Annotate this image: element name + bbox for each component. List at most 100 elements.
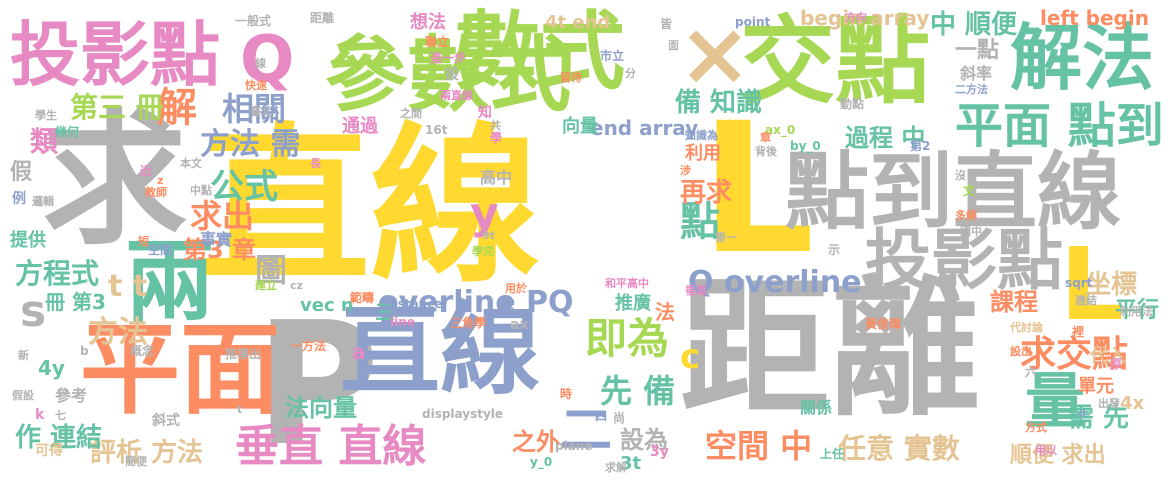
word-yidian: 一點 bbox=[955, 38, 1000, 63]
word-duan: 短 bbox=[138, 235, 149, 248]
word-erfangfa: 二方法 bbox=[955, 83, 988, 96]
word-gong: 共 bbox=[490, 119, 501, 132]
word-xianbei: 先 備 bbox=[600, 372, 676, 410]
word-liyong: 利用 bbox=[685, 143, 721, 164]
word-zhang: 章 bbox=[760, 131, 771, 144]
word-liangzhixian: 兩直線 bbox=[440, 89, 473, 102]
word-diyi: 第一 bbox=[715, 231, 737, 244]
word-guanxi: 關係 bbox=[800, 398, 833, 417]
word-guozhong: 國中 bbox=[960, 225, 982, 238]
word-jia: 假 bbox=[10, 160, 33, 185]
word-liyongfa: 利用法 bbox=[1120, 305, 1153, 318]
word-point: point bbox=[735, 15, 771, 29]
word-xuesheng: 學生 bbox=[35, 109, 57, 122]
word-overline-pq: overline PQ bbox=[378, 285, 574, 320]
word-p: P bbox=[255, 286, 380, 482]
word-xue: 學 bbox=[490, 131, 503, 145]
word-k: k bbox=[35, 407, 45, 423]
word-jin: 近 bbox=[140, 164, 153, 178]
word-jiashe: 假設 bbox=[12, 389, 34, 402]
word-jiefa: 解法 bbox=[1010, 16, 1155, 100]
word-xielv: 斜率 bbox=[960, 64, 993, 83]
word-x0: x_0 bbox=[258, 253, 279, 266]
word-beizhishi: 備 知識 bbox=[675, 88, 763, 118]
word-hepinggaozhong: 和平高中 bbox=[605, 277, 649, 290]
word-xu-xian: 需 先 bbox=[1068, 403, 1130, 433]
word-juli: 距離 bbox=[680, 263, 981, 437]
word-l-small: L bbox=[1060, 226, 1124, 343]
word-kongjianzhong: 空間 中 bbox=[705, 427, 813, 465]
word-gaozhong: 高中 bbox=[480, 168, 513, 187]
word-t: t bbox=[237, 403, 243, 416]
word-duojie: 多解 bbox=[955, 209, 977, 222]
word-gongshi: 公式 bbox=[210, 167, 278, 207]
word-qi: 七 bbox=[55, 409, 66, 422]
word-danyuan: 單元 bbox=[1078, 376, 1114, 397]
word-li: 例 bbox=[12, 191, 26, 207]
word-left-begin: left begin bbox=[1040, 6, 1149, 30]
word-qiujiaodian: 求交點 bbox=[1020, 334, 1129, 375]
word-guocheng-zhong: 過程 中 bbox=[845, 124, 926, 152]
word-chang: 長 bbox=[310, 157, 321, 170]
word-benwen: 本文 bbox=[180, 157, 202, 170]
word-c: c bbox=[680, 337, 701, 377]
word-shishi: 事實 bbox=[200, 230, 233, 249]
word-qiuchu: 求出 bbox=[190, 197, 255, 235]
word-san: 三 bbox=[375, 300, 395, 324]
word-shunbian-qiuchu: 順便 求出 bbox=[1010, 443, 1106, 468]
word-canshushi: 參數式 bbox=[325, 28, 572, 123]
word-lianli: 聯立 bbox=[425, 35, 450, 49]
word-zaiqiu: 再求 bbox=[680, 178, 733, 208]
word-fangxiang: 方向 bbox=[845, 11, 867, 24]
word-fen: 分 bbox=[625, 67, 636, 80]
word-touyingdian-gray: 投影點 bbox=[865, 222, 1063, 299]
word-li-inside: 裡 bbox=[1072, 325, 1085, 339]
word-l-large: L bbox=[700, 85, 815, 294]
word-by0: by_0 bbox=[790, 139, 821, 153]
word-she: 設 bbox=[445, 67, 459, 83]
word-y0: y_0 bbox=[530, 455, 553, 469]
word-luoji: 邏輯 bbox=[32, 195, 54, 208]
word-cz: cz bbox=[290, 279, 303, 292]
word-liudai: 留待 bbox=[560, 71, 582, 84]
word-liu: 六 bbox=[1025, 365, 1038, 379]
word-pingxing: 平行 bbox=[1115, 298, 1160, 323]
word-jie: 解 bbox=[157, 85, 197, 131]
word-daitaolun: 代討論 bbox=[1010, 321, 1043, 334]
word-4x: 4x bbox=[1120, 393, 1145, 414]
word-di3zhang: 第3 章 bbox=[183, 236, 257, 264]
word-a: a bbox=[352, 340, 366, 364]
word-line: line bbox=[390, 315, 415, 329]
word-fangshi: 方式 bbox=[1025, 421, 1047, 434]
word-xiangliang: 向量 bbox=[562, 116, 598, 137]
word-ax: ax bbox=[510, 317, 529, 333]
word-huangjunwei: 黃俊瑋 bbox=[865, 317, 902, 331]
word-4t-end: 4t end bbox=[545, 12, 611, 33]
word-shushi: 數式 bbox=[455, 3, 626, 102]
word-chufa: 出發 bbox=[1098, 397, 1120, 410]
word-zhi: 知 bbox=[478, 105, 492, 121]
word-kuaisu: 快速 bbox=[245, 79, 267, 92]
word-jianbian: 簡便 bbox=[125, 455, 147, 468]
word-tuiguang: 推廣 bbox=[615, 293, 651, 314]
word-zhijian: 之間 bbox=[400, 107, 422, 120]
word-ax0: ax_0 bbox=[765, 123, 796, 137]
word-liang-quantity: 量 bbox=[1025, 367, 1085, 437]
word-9t: 9t bbox=[482, 229, 495, 242]
word-tt: t t bbox=[108, 269, 148, 304]
word-xieshi: 斜式 bbox=[152, 413, 180, 429]
word-zhiwai: 之外 bbox=[512, 428, 560, 456]
word-wen: 文 bbox=[963, 184, 976, 198]
word-distance: distance bbox=[385, 297, 443, 311]
word-zhixian-main: 直線 bbox=[200, 108, 541, 306]
word-shewei: 設為 bbox=[620, 426, 668, 454]
word-kede: 可得 bbox=[35, 443, 63, 459]
word-times: × bbox=[678, 2, 752, 105]
word-she-involve: 涉 bbox=[680, 164, 691, 177]
word-q: Q bbox=[240, 23, 295, 97]
word-chuizhi-small: 垂直 bbox=[685, 284, 707, 297]
word-fangchengshi: 方程式 bbox=[15, 257, 100, 290]
word-chuizhi-zhixian: 垂直 直線 bbox=[235, 421, 427, 472]
word-end-array: end array bbox=[590, 116, 699, 140]
word-xiangfa: 想法 bbox=[410, 12, 446, 33]
